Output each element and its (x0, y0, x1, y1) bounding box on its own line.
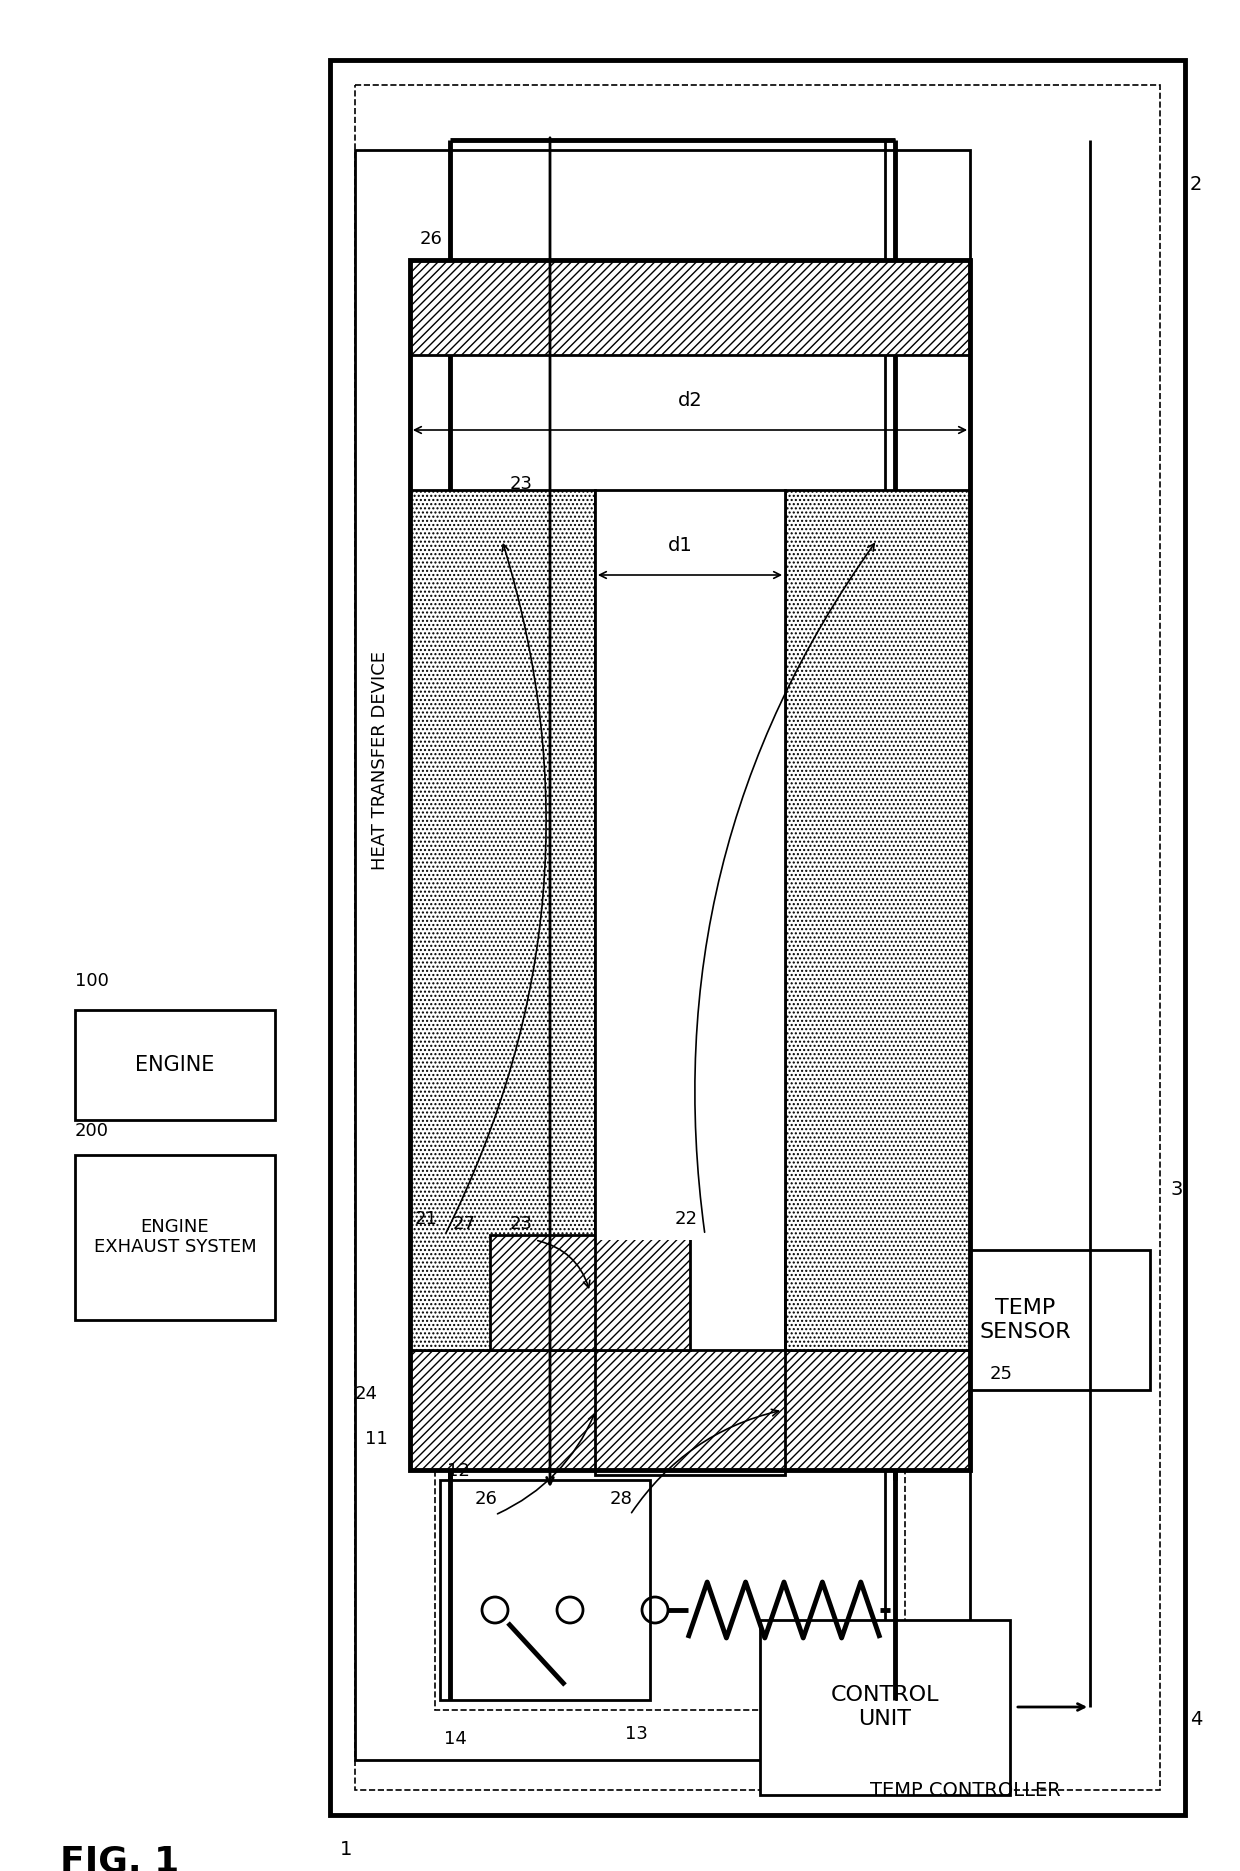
Bar (355, 150, 970, 1761)
Text: 2: 2 (1190, 176, 1203, 195)
Text: HEAT TRANSFER DEVICE: HEAT TRANSFER DEVICE (371, 651, 389, 870)
Bar (74, 1010, 275, 1121)
Bar (410, 260, 970, 1471)
Text: TEMP CONTROLLER: TEMP CONTROLLER (870, 1781, 1060, 1800)
Text: 23: 23 (510, 1214, 533, 1233)
Bar (595, 490, 785, 1240)
Bar (410, 1351, 970, 1471)
Text: 27: 27 (453, 1214, 476, 1233)
Text: d1: d1 (667, 535, 692, 556)
Bar (440, 1480, 650, 1701)
Text: TEMP
SENSOR: TEMP SENSOR (980, 1298, 1071, 1342)
Bar (785, 490, 970, 1351)
Text: d2: d2 (677, 391, 702, 410)
Text: ENGINE
EXHAUST SYSTEM: ENGINE EXHAUST SYSTEM (94, 1218, 257, 1257)
Bar (490, 1235, 689, 1351)
Bar (435, 1471, 905, 1710)
Text: CONTROL
UNIT: CONTROL UNIT (831, 1686, 939, 1729)
Text: 26: 26 (475, 1489, 498, 1508)
Text: FIG. 1: FIG. 1 (60, 1845, 180, 1871)
Bar (760, 1620, 1011, 1794)
Bar (330, 60, 1185, 1815)
Text: 26: 26 (420, 230, 443, 249)
Text: 3: 3 (1171, 1181, 1183, 1199)
Text: 24: 24 (355, 1385, 378, 1403)
Bar (355, 84, 1159, 1791)
Text: 12: 12 (446, 1461, 470, 1480)
Text: 28: 28 (610, 1489, 632, 1508)
Text: 1: 1 (340, 1839, 352, 1860)
Bar (74, 1154, 275, 1321)
Text: 100: 100 (74, 973, 109, 990)
Bar (410, 260, 970, 355)
Text: 25: 25 (990, 1366, 1013, 1383)
Text: 13: 13 (625, 1725, 647, 1744)
Text: 200: 200 (74, 1123, 109, 1139)
Bar (900, 1250, 1149, 1390)
Bar (410, 490, 595, 1351)
Text: ENGINE: ENGINE (135, 1055, 215, 1076)
Text: 21: 21 (415, 1211, 438, 1227)
Text: 4: 4 (1190, 1710, 1203, 1729)
Text: 11: 11 (365, 1429, 388, 1448)
Bar (595, 490, 785, 1474)
Text: 23: 23 (510, 475, 533, 492)
Text: 22: 22 (675, 1211, 698, 1227)
Text: 14: 14 (444, 1731, 467, 1748)
